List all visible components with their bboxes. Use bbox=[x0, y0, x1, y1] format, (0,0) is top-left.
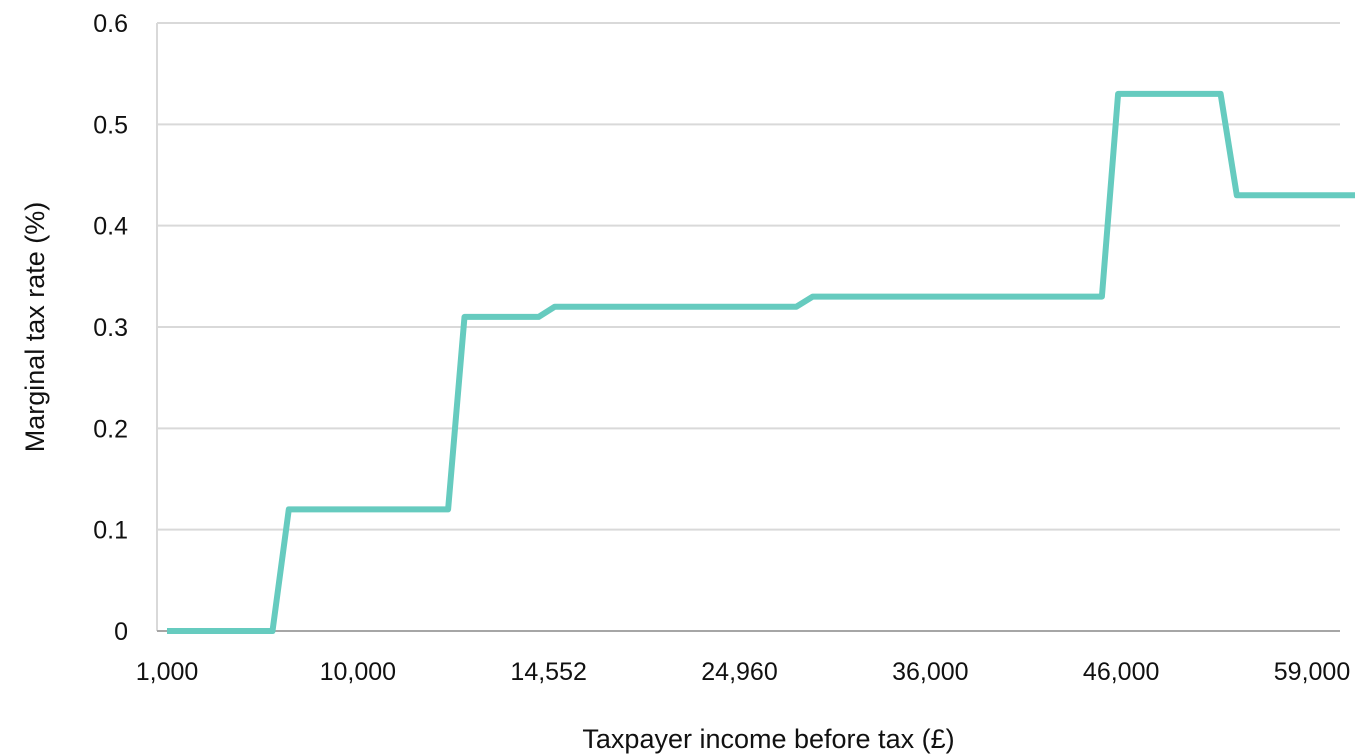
y-tick-label: 0.2 bbox=[93, 415, 128, 443]
y-tick-label: 0.4 bbox=[93, 213, 128, 241]
y-tick-label: 0 bbox=[114, 618, 128, 646]
x-tick-label: 1,000 bbox=[136, 658, 199, 686]
x-tick-label: 10,000 bbox=[320, 658, 396, 686]
y-tick-labels: 0 0.1 0.2 0.3 0.4 0.5 0.6 bbox=[93, 10, 128, 646]
y-axis-title: Marginal tax rate (%) bbox=[20, 202, 50, 453]
y-tick-label: 0.6 bbox=[93, 10, 128, 38]
x-tick-label: 46,000 bbox=[1083, 658, 1159, 686]
series-line bbox=[167, 90, 1355, 634]
x-tick-label: 24,960 bbox=[701, 658, 777, 686]
y-tick-label: 0.3 bbox=[93, 314, 128, 342]
series-layer bbox=[167, 90, 1355, 634]
y-tick-label: 0.5 bbox=[93, 111, 128, 139]
x-tick-labels: 1,000 10,000 14,552 24,960 36,000 46,000 59,00… bbox=[136, 658, 1351, 686]
x-axis-title: Taxpayer income before tax (£) bbox=[582, 724, 954, 754]
x-tick-label: 36,000 bbox=[892, 658, 968, 686]
x-tick-label: 59,000 bbox=[1274, 658, 1350, 686]
gridlines bbox=[157, 22, 1340, 531]
axes bbox=[156, 23, 1340, 632]
x-tick-label: 14,552 bbox=[510, 658, 586, 686]
y-tick-label: 0.1 bbox=[93, 517, 128, 545]
